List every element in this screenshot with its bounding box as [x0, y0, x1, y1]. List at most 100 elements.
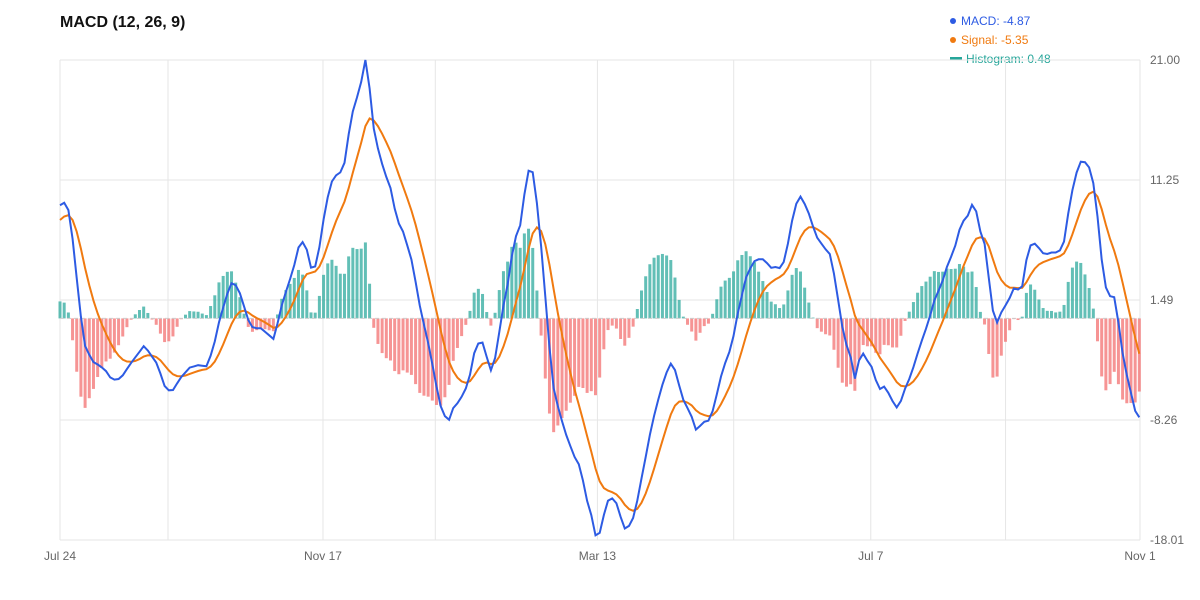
histogram-bar: [96, 318, 100, 378]
histogram-bar: [1016, 318, 1020, 321]
histogram-bar: [71, 318, 75, 341]
histogram-bar: [322, 274, 326, 319]
histogram-bar: [464, 318, 468, 325]
histogram-bar: [1029, 284, 1033, 319]
histogram-bar: [598, 318, 602, 378]
histogram-bar: [91, 318, 95, 389]
y-tick-label: 11.25: [1150, 173, 1179, 187]
histogram-bar: [732, 271, 736, 319]
histogram-bar: [209, 306, 213, 319]
histogram-bar: [338, 273, 342, 319]
histogram-bar: [1075, 261, 1079, 319]
histogram-bar: [903, 318, 907, 321]
histogram-bar: [163, 318, 167, 343]
histogram-bar: [175, 318, 179, 327]
histogram-bar: [635, 309, 639, 319]
histogram-bar: [313, 312, 317, 319]
histogram-bar: [581, 318, 585, 388]
histogram-bar: [255, 318, 259, 331]
histogram-bar: [619, 318, 623, 339]
histogram-bar: [263, 318, 267, 330]
histogram-bar: [681, 316, 685, 319]
histogram-bar: [188, 311, 192, 319]
legend-item-signal[interactable]: Signal: -5.35: [950, 31, 1051, 50]
histogram-bar: [711, 313, 715, 319]
histogram-bar: [397, 318, 401, 375]
histogram-bar: [865, 318, 869, 347]
macd-legend-dot: [950, 18, 956, 24]
histogram-bar: [75, 318, 79, 372]
histogram-bar: [966, 272, 970, 319]
histogram-bar: [171, 318, 175, 337]
histogram-bar: [945, 268, 949, 319]
histogram-bar: [840, 318, 844, 383]
histogram-bar: [514, 242, 518, 319]
histogram-bar: [426, 318, 430, 397]
histogram-bar: [234, 282, 238, 319]
signal-legend-dot: [950, 37, 956, 43]
histogram-bar: [204, 315, 208, 319]
histogram-bar: [761, 281, 765, 319]
histogram-bar: [773, 304, 777, 319]
histogram-bar: [899, 318, 903, 336]
histogram-bar: [309, 312, 313, 319]
histogram-bar: [736, 260, 740, 319]
histogram-bar: [1070, 267, 1074, 319]
histogram-bar: [769, 301, 773, 319]
histogram-bar: [564, 318, 568, 411]
signal-line: [59, 117, 1141, 512]
histogram-bar: [1087, 288, 1091, 319]
histogram-bar: [150, 318, 154, 320]
histogram-bar: [1041, 308, 1045, 319]
legend-item-macd[interactable]: MACD: -4.87: [950, 12, 1051, 31]
histogram-bar: [372, 318, 376, 328]
histogram-bar: [706, 318, 710, 324]
histogram-bar: [531, 247, 535, 319]
histogram-bar: [1045, 310, 1049, 319]
histogram-bar: [807, 302, 811, 319]
histogram-bar: [133, 314, 137, 319]
histogram-bar: [606, 318, 610, 331]
histogram-bar: [1079, 262, 1083, 319]
chart-title: MACD (12, 26, 9): [60, 14, 186, 31]
histogram-bar: [276, 314, 280, 319]
histogram-bar: [104, 318, 108, 362]
histogram-bar: [539, 318, 543, 336]
histogram-bar: [765, 291, 769, 319]
histogram-bar: [1020, 316, 1024, 319]
histogram-bar: [907, 311, 911, 319]
histogram-bar: [485, 312, 489, 319]
histogram-bar: [828, 318, 832, 336]
histogram-bar: [978, 311, 982, 319]
histogram-bar: [213, 295, 217, 319]
histogram-bar: [991, 318, 995, 378]
histogram-bar: [610, 318, 614, 326]
histogram-bar: [694, 318, 698, 341]
histogram-bar: [439, 318, 443, 406]
histogram-bar: [1104, 318, 1108, 391]
legend-item-histogram[interactable]: Histogram: 0.48: [950, 50, 1051, 69]
histogram-bar: [673, 277, 677, 319]
histogram-bar: [719, 286, 723, 319]
histogram-bar: [435, 318, 439, 405]
histogram-bar: [409, 318, 413, 375]
histogram-bar: [217, 282, 221, 319]
histogram-bar: [242, 313, 246, 319]
histogram-bar: [317, 295, 321, 319]
histogram-legend-swatch: [950, 57, 962, 60]
histogram-bar: [916, 292, 920, 319]
histogram-bar: [301, 274, 305, 319]
histogram-bar: [786, 290, 790, 319]
histogram-bar: [811, 317, 815, 319]
histogram-bar: [246, 318, 250, 327]
histogram-bar: [137, 310, 141, 319]
x-tick-label: Nov 17: [304, 549, 342, 563]
histogram-bar: [100, 318, 104, 368]
histogram-bar: [355, 249, 359, 319]
histogram-bar: [259, 318, 263, 328]
histogram-bar: [405, 318, 409, 373]
histogram-bar: [857, 318, 861, 360]
histogram-bar: [690, 318, 694, 332]
histogram-bar: [1116, 318, 1120, 385]
